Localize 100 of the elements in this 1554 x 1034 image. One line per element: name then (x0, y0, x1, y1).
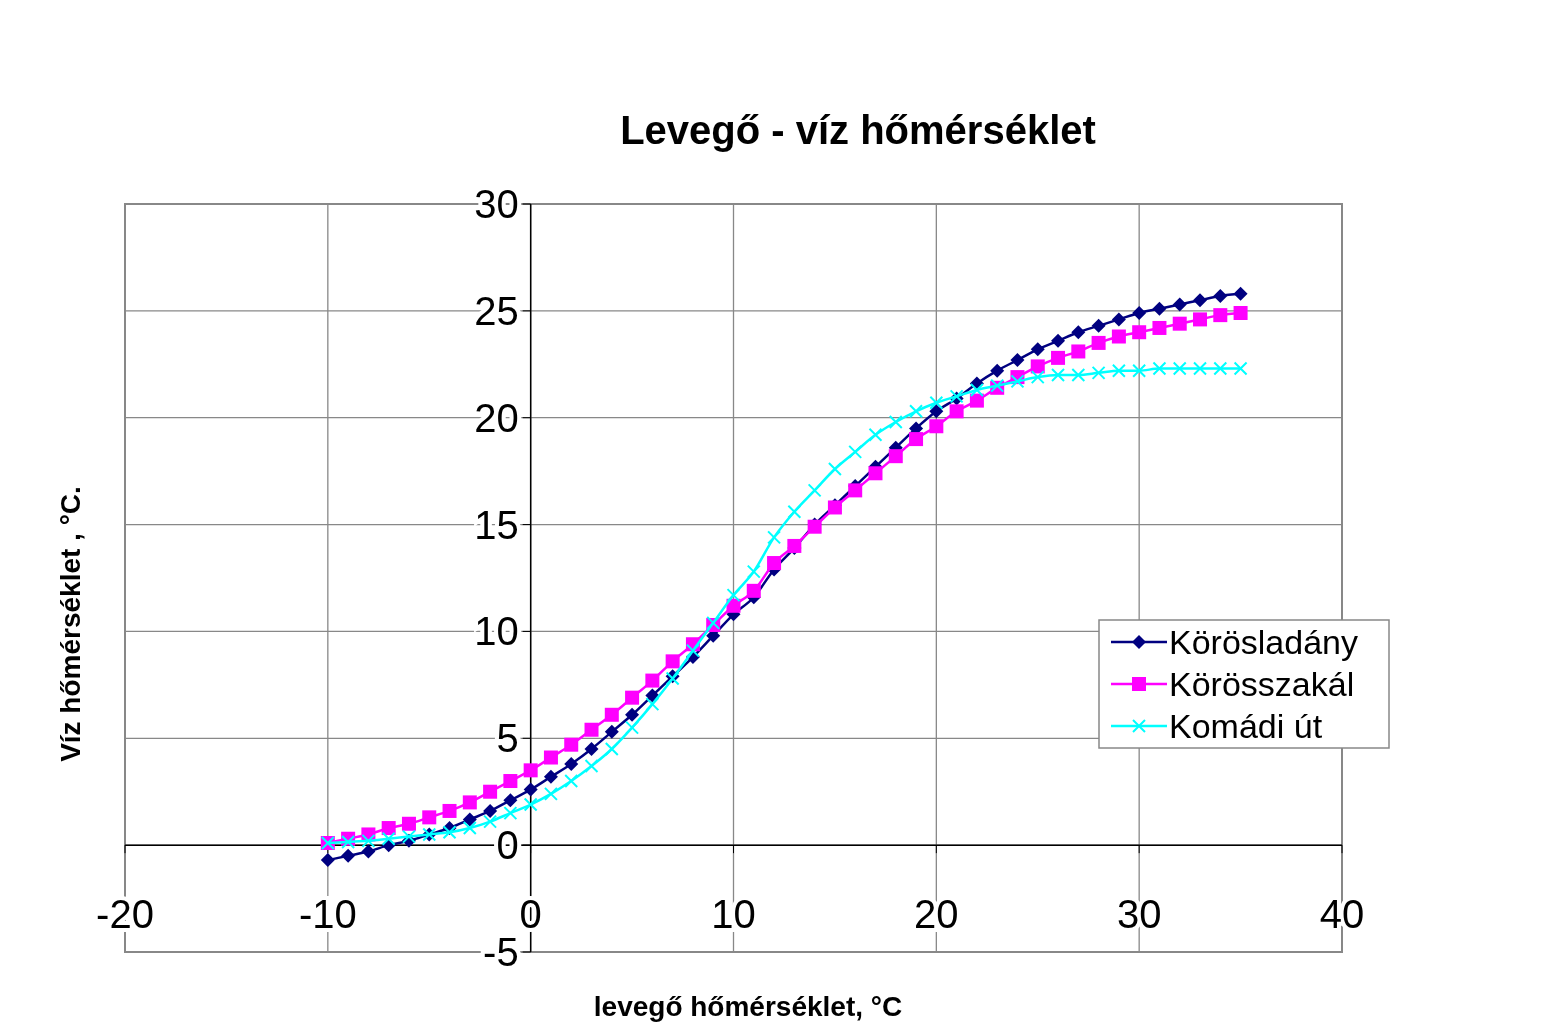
point (401, 829, 416, 844)
point (564, 756, 579, 771)
point (341, 848, 356, 863)
point (1132, 305, 1147, 320)
point (625, 690, 640, 705)
point (1213, 288, 1228, 303)
point (1132, 325, 1147, 340)
point (1172, 316, 1187, 331)
point (462, 821, 477, 836)
point (503, 793, 518, 808)
x-axis-title: levegő hőmérséklet, °C (593, 991, 903, 1022)
point (1111, 363, 1126, 378)
point (909, 432, 924, 447)
y-tick-label: 15 (474, 502, 519, 547)
point (543, 786, 558, 801)
point (584, 722, 599, 737)
point (503, 806, 518, 821)
point (1132, 363, 1147, 378)
point (604, 707, 619, 722)
point (564, 774, 579, 789)
point (625, 720, 640, 735)
point (888, 449, 903, 464)
point (1051, 350, 1066, 365)
x-tick-label: 20 (914, 892, 959, 937)
point (483, 814, 498, 829)
point (848, 444, 863, 459)
point (645, 697, 660, 712)
point (1233, 305, 1248, 320)
point (1152, 301, 1167, 316)
legend-label: Körösszakál (1169, 665, 1355, 703)
point (1091, 365, 1106, 380)
legend-label: Körösladány (1169, 623, 1359, 661)
point (1111, 329, 1126, 344)
point (503, 774, 518, 789)
point (746, 583, 761, 598)
y-tick-label: -5 (483, 930, 519, 974)
point (320, 853, 335, 868)
point (564, 737, 579, 752)
point (1193, 361, 1208, 376)
x-tick-label: -20 (96, 892, 154, 937)
y-tick-label: 10 (474, 609, 519, 654)
point (1172, 361, 1187, 376)
point (665, 654, 680, 669)
point (1193, 312, 1208, 327)
y-tick-label: 30 (474, 182, 519, 226)
point (929, 419, 944, 434)
point (604, 741, 619, 756)
point (422, 810, 437, 825)
x-tick-label: 40 (1319, 892, 1365, 937)
x-tick-label: -10 (298, 892, 357, 937)
point (381, 821, 396, 836)
point (1091, 335, 1106, 350)
point (969, 393, 984, 408)
point (1172, 297, 1187, 312)
point (929, 404, 944, 419)
point (1010, 353, 1025, 368)
point (1010, 374, 1025, 389)
point (381, 831, 396, 846)
point (625, 707, 640, 722)
point (787, 504, 802, 519)
point (543, 750, 558, 765)
point (1030, 342, 1045, 357)
point (1051, 367, 1066, 382)
y-tick-label: 5 (496, 716, 519, 761)
point (888, 414, 903, 429)
point (827, 462, 842, 477)
chart-title: Levegő - víz hőmérséklet (620, 108, 1096, 152)
point (909, 404, 924, 419)
point (645, 688, 660, 703)
point (767, 556, 782, 571)
point (949, 404, 964, 419)
point (1152, 320, 1167, 335)
point (361, 833, 376, 848)
y-tick-label: 25 (474, 288, 519, 333)
point (483, 784, 498, 799)
point (746, 564, 761, 579)
point (442, 825, 457, 840)
point (604, 724, 619, 739)
point (1051, 333, 1066, 348)
point (1233, 286, 1248, 301)
point (1071, 325, 1086, 340)
point (1152, 361, 1167, 376)
point (462, 812, 477, 827)
legend-label: Komádi út (1169, 707, 1323, 745)
point (401, 816, 416, 831)
point (807, 483, 822, 498)
point (1071, 344, 1086, 359)
x-tick-label: 10 (711, 892, 756, 937)
point (483, 803, 498, 818)
point (584, 741, 599, 756)
point (543, 769, 558, 784)
point (523, 782, 538, 797)
point (1091, 318, 1106, 333)
x-tick-label: 30 (1116, 892, 1162, 937)
point (848, 483, 863, 498)
point (726, 588, 741, 603)
point (523, 797, 538, 812)
point (523, 763, 538, 778)
point (1213, 361, 1228, 376)
point (1233, 361, 1248, 376)
